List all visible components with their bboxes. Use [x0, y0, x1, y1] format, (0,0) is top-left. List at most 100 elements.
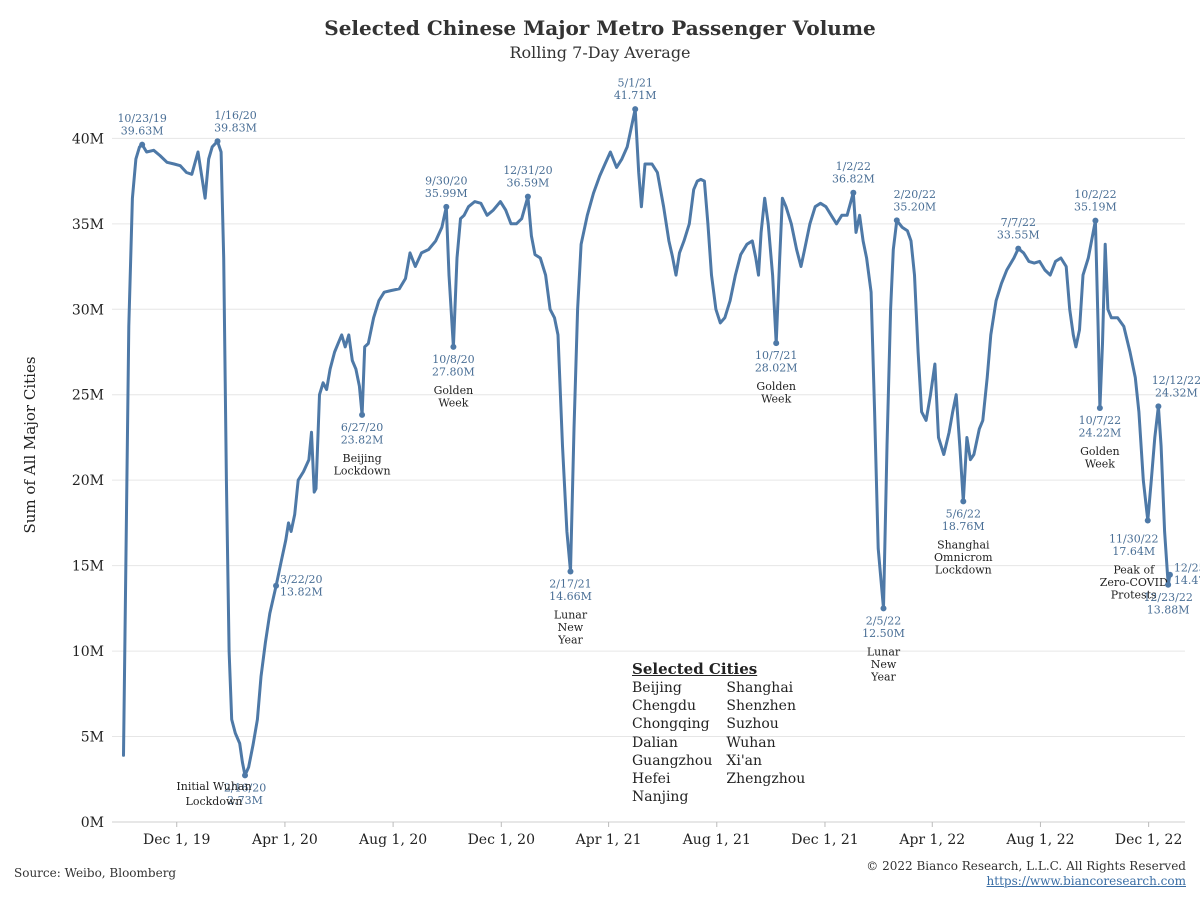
annotation-note: Lockdown [334, 464, 391, 477]
y-tick-label: 10M [72, 644, 104, 660]
annotation-point [567, 568, 574, 575]
annotation-note: Protests [1111, 589, 1157, 602]
annotation-note: Peak of [1113, 564, 1155, 577]
cities-heading: Selected Cities [632, 660, 758, 678]
chart-subtitle: Rolling 7-Day Average [509, 43, 691, 62]
annotation-label: 2/17/21 [549, 577, 591, 590]
annotation-note: Year [557, 633, 583, 646]
annotation-label: 35.20M [893, 200, 936, 213]
annotation-label: 1/16/20 [214, 109, 256, 122]
annotation-label: 35.99M [425, 187, 468, 200]
annotation-point [632, 106, 639, 113]
annotation-note: Week [438, 396, 468, 409]
annotation-label: 2.73M [227, 794, 263, 807]
y-tick-label: 30M [72, 302, 104, 318]
annotation-point [1096, 405, 1103, 412]
annotation-label: 33.55M [997, 229, 1040, 242]
chart-title: Selected Chinese Major Metro Passenger V… [324, 16, 876, 40]
series-layer [122, 107, 1172, 777]
annotation-point [1166, 571, 1173, 578]
annotation-note: Lockdown [186, 795, 243, 808]
annotation-label: 9/30/20 [425, 174, 467, 187]
city-name: Suzhou [726, 716, 779, 733]
annotation-label: 11/30/22 [1109, 533, 1158, 546]
x-axis-ticks: Dec 1, 19 Apr 1, 20 Aug 1, 20 Dec 1, 20 Apr … [143, 822, 1182, 848]
annotation-label: 2/5/22 [866, 614, 901, 627]
annotation-label: 36.59M [507, 177, 550, 190]
annotation-note: New [871, 658, 897, 671]
annotation-point [1144, 517, 1151, 524]
annotation-point [139, 141, 146, 148]
annotation-label: 17.64M [1112, 545, 1155, 558]
annotation-label: 27.80M [432, 365, 475, 378]
x-tick-label: Dec 1, 19 [143, 832, 210, 848]
city-name: Chongqing [632, 716, 710, 733]
annotation-point [893, 217, 900, 224]
annotation-point [524, 193, 531, 200]
annotation-label: 12/23/22 [1143, 591, 1192, 604]
annotation-label: 39.83M [214, 121, 257, 134]
annotation-label: 24.32M [1155, 386, 1198, 399]
annotation-label: 41.71M [614, 89, 657, 102]
annotation-note: Initial Wuhan [176, 780, 251, 793]
annotation-label: 10/8/20 [432, 353, 474, 366]
annotation-label: 14.66M [549, 590, 592, 603]
annotation-label: 12/31/20 [503, 164, 552, 177]
annotation-note: Golden [756, 380, 796, 393]
cities-column-1: Beijing Chengdu Chongqing Dalian Guangzh… [632, 679, 712, 806]
annotation-note: Beijing [342, 452, 381, 465]
annotation-note: Omnicrom [934, 551, 993, 564]
annotation-label: 5/1/21 [617, 77, 652, 90]
annotation-label: 10/7/22 [1079, 414, 1121, 427]
series-line [122, 107, 1172, 777]
annotation-note: Golden [1080, 445, 1120, 458]
annotation-point [242, 772, 249, 779]
x-tick-label: Dec 1, 22 [1115, 832, 1182, 848]
annotation-label: 36.82M [832, 173, 875, 186]
annotation-point [960, 498, 967, 505]
y-tick-label: 40M [72, 131, 104, 147]
city-name: Hefei [632, 770, 671, 787]
annotation-label: 13.82M [280, 585, 323, 598]
annotation-point [1155, 403, 1162, 410]
x-tick-label: Aug 1, 22 [1005, 832, 1074, 848]
x-tick-label: Apr 1, 20 [251, 832, 318, 848]
annotation-label: 5/6/22 [946, 507, 981, 520]
annotation-note: New [558, 621, 584, 634]
city-name: Chengdu [632, 698, 696, 715]
gridlines [112, 137, 1185, 823]
annotation-point [1165, 581, 1172, 588]
annotation-note: Year [870, 670, 896, 683]
x-tick-label: Aug 1, 21 [682, 832, 751, 848]
annotation-label: 12/12/22 [1152, 374, 1200, 387]
annotation-label: 6/27/20 [341, 421, 383, 434]
source-note: Source: Weibo, Bloomberg [14, 866, 177, 880]
annotation-label: 12/25/22 [1174, 562, 1200, 575]
y-axis-label: Sum of All Major Cities [21, 356, 39, 533]
annotation-label: 10/7/21 [755, 349, 797, 362]
annotation-note: Lunar [554, 608, 588, 621]
city-name: Dalian [632, 734, 678, 751]
x-tick-label: Apr 1, 22 [898, 832, 965, 848]
annotation-label: 12.50M [862, 627, 905, 640]
annotation-label: 23.82M [341, 433, 384, 446]
city-name: Shanghai [726, 680, 794, 696]
annotation-label: 13.88M [1147, 603, 1190, 616]
annotation-label: 14.47M [1174, 574, 1200, 587]
city-name: Wuhan [726, 734, 776, 751]
annotation-label: 24.22M [1078, 427, 1121, 440]
annotation-note: Week [761, 393, 791, 406]
annotation-point [273, 582, 280, 589]
y-tick-label: 0M [81, 815, 104, 831]
annotation-point [880, 605, 887, 612]
annotation-note: Shanghai [937, 538, 990, 551]
annotation-label: 35.19M [1074, 201, 1117, 214]
annotation-point [773, 340, 780, 347]
annotation-label: 3/22/20 [280, 573, 322, 586]
city-name: Zhengzhou [726, 770, 806, 787]
copyright-note: © 2022 Bianco Research, L.L.C. All Right… [866, 859, 1186, 873]
y-tick-label: 5M [81, 730, 104, 746]
x-tick-label: Apr 1, 21 [575, 832, 642, 848]
website-link[interactable]: https://www.biancoresearch.com [986, 874, 1186, 888]
